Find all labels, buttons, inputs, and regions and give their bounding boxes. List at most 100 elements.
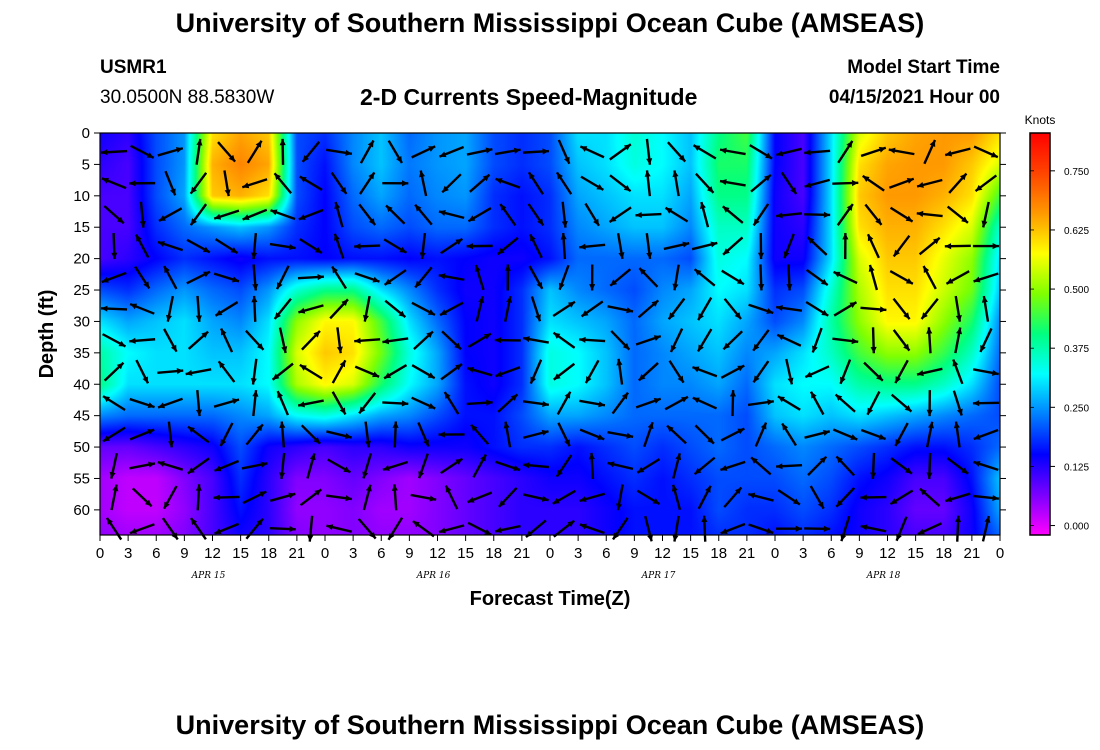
current-arrow-head: [454, 342, 462, 350]
current-arrow-head: [903, 343, 910, 351]
current-arrow-head: [973, 433, 981, 440]
current-arrow-head: [256, 343, 264, 350]
colorbar-tick-label: 0.125: [1064, 462, 1089, 473]
current-arrow-head: [980, 345, 986, 353]
current-arrow-head: [916, 210, 924, 217]
y-tick-label: 20: [73, 251, 90, 268]
current-arrow-head: [851, 179, 859, 187]
current-arrow-head: [232, 276, 239, 283]
current-arrow-head: [175, 147, 183, 153]
current-arrow-head: [482, 174, 490, 182]
current-arrow-head: [903, 312, 910, 320]
current-arrow-head: [849, 302, 857, 309]
current-arrow-head: [536, 281, 543, 289]
current-arrow-head: [467, 366, 475, 373]
current-arrow-head: [277, 391, 283, 399]
x-tick-label: 0: [96, 545, 104, 562]
x-tick-label: 12: [429, 545, 446, 562]
current-arrow-head: [396, 156, 402, 164]
current-arrow-head: [419, 170, 426, 178]
current-arrow-head: [563, 156, 570, 164]
current-arrow-head: [700, 202, 706, 209]
current-arrow-head: [503, 421, 510, 429]
current-arrow-head: [313, 437, 321, 444]
current-arrow-head: [541, 495, 549, 502]
current-arrow-head: [299, 364, 307, 371]
current-arrow-head: [944, 243, 952, 250]
current-arrow-head: [589, 284, 596, 291]
x-axis-title: Forecast Time(Z): [470, 588, 631, 610]
current-arrow-head: [478, 296, 485, 304]
x-tick-label: 12: [879, 545, 896, 562]
current-arrow-head: [585, 376, 592, 384]
x-tick-label: 18: [935, 545, 952, 562]
current-arrow-head: [368, 172, 375, 180]
current-arrow-head: [232, 398, 240, 405]
current-arrow-head: [956, 327, 963, 335]
current-arrow-head: [701, 515, 708, 523]
current-arrow-head: [597, 434, 605, 440]
current-arrow-head: [753, 218, 760, 226]
current-arrow-head: [455, 458, 463, 465]
current-arrow-head: [671, 484, 678, 492]
current-arrow-head: [675, 453, 682, 461]
current-arrow-head: [343, 466, 351, 473]
current-arrow-head: [116, 362, 124, 370]
current-arrow-head: [652, 498, 660, 505]
current-arrow-head: [313, 330, 320, 338]
current-arrow-head: [332, 266, 339, 274]
current-arrow-head: [164, 501, 170, 509]
current-arrow-head: [870, 472, 877, 479]
current-arrow-head: [259, 491, 267, 498]
current-arrow-head: [298, 401, 305, 408]
current-arrow-head: [147, 402, 155, 409]
current-arrow-head: [129, 180, 136, 187]
current-arrow-head: [835, 394, 843, 401]
current-arrow-head: [961, 467, 969, 474]
current-arrow-head: [610, 279, 618, 286]
current-arrow-head: [564, 391, 571, 399]
current-arrow-head: [314, 489, 322, 496]
current-arrow-head: [274, 312, 282, 320]
current-arrow-head: [112, 484, 119, 492]
current-arrow-head: [753, 343, 760, 351]
current-arrow-head: [101, 305, 108, 312]
current-arrow-head: [972, 400, 980, 407]
current-arrow-head: [224, 189, 231, 197]
current-arrow-head: [613, 532, 620, 540]
current-arrow-head: [787, 377, 794, 385]
current-arrow-head: [530, 376, 537, 384]
current-arrow-head: [498, 500, 506, 507]
current-arrow-head: [142, 376, 149, 384]
y-tick-label: 30: [73, 313, 90, 330]
current-arrow-head: [804, 149, 811, 156]
current-arrow-head: [251, 252, 258, 260]
current-arrow-head: [812, 345, 818, 353]
current-arrow-head: [523, 336, 530, 343]
current-arrow-head: [955, 515, 962, 523]
current-arrow-head: [823, 525, 831, 532]
y-tick-label: 5: [82, 156, 90, 173]
current-arrow-head: [945, 496, 953, 503]
current-arrow-head: [776, 463, 783, 470]
current-arrow-head: [737, 365, 745, 372]
x-tick-label: 6: [377, 545, 385, 562]
colorbar-tick-label: 0.750: [1064, 167, 1089, 178]
current-arrow-head: [302, 155, 310, 162]
current-arrow-head: [495, 371, 503, 377]
current-arrow-head: [513, 465, 521, 471]
current-arrow-head: [168, 440, 175, 448]
current-arrow-head: [819, 456, 827, 464]
current-arrow-head: [810, 391, 817, 399]
current-arrow-head: [339, 407, 346, 415]
current-arrow-head: [438, 273, 446, 280]
current-arrow-head: [166, 314, 173, 322]
current-arrow-head: [129, 528, 137, 534]
day-label: APR 18: [866, 571, 901, 581]
current-arrow-head: [542, 148, 549, 155]
x-tick-label: 3: [124, 545, 132, 562]
current-arrow-head: [765, 152, 773, 159]
current-arrow-head: [438, 431, 445, 438]
current-arrow-head: [626, 432, 634, 439]
